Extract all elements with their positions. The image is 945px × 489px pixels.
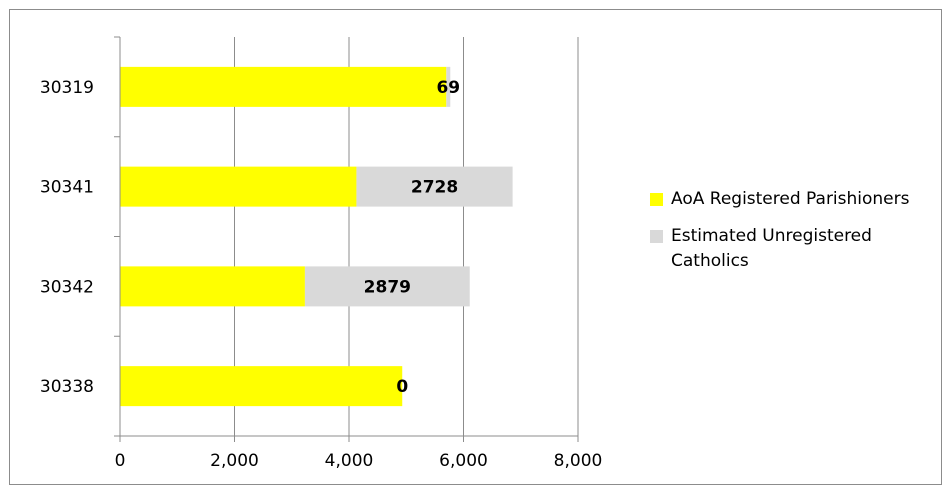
x-tick-label: 8,000 (554, 451, 603, 471)
bar-registered (120, 366, 403, 407)
y-tick-label: 30342 (40, 277, 94, 297)
data-label: 2728 (411, 178, 458, 198)
x-tick-label: 0 (115, 451, 126, 471)
x-tick-label: 6,000 (439, 451, 488, 471)
x-tick-label: 2,000 (210, 451, 259, 471)
legend-item-registered: AoA Registered Parishioners (650, 187, 935, 212)
legend-swatch-unregistered (650, 230, 663, 243)
y-tick-label: 30338 (40, 377, 94, 397)
bar-registered (120, 66, 447, 107)
bar-unregistered (446, 66, 451, 107)
bar-unregistered (304, 266, 470, 307)
legend: AoA Registered Parishioners Estimated Un… (650, 187, 935, 286)
data-label: 69 (436, 78, 460, 98)
y-tick-label: 30319 (40, 78, 94, 98)
bar-unregistered (356, 166, 513, 207)
legend-label-unregistered: Estimated Unregistered Catholics (671, 226, 872, 271)
legend-item-unregistered: Estimated Unregistered Catholics (650, 224, 935, 274)
data-label: 2879 (364, 277, 411, 297)
data-label: 0 (396, 377, 408, 397)
legend-label-registered: AoA Registered Parishioners (671, 189, 910, 209)
bar-registered (120, 166, 357, 207)
bar-registered (120, 266, 305, 307)
x-tick-label: 4,000 (325, 451, 374, 471)
legend-swatch-registered (650, 193, 663, 206)
y-tick-label: 30341 (40, 178, 94, 198)
